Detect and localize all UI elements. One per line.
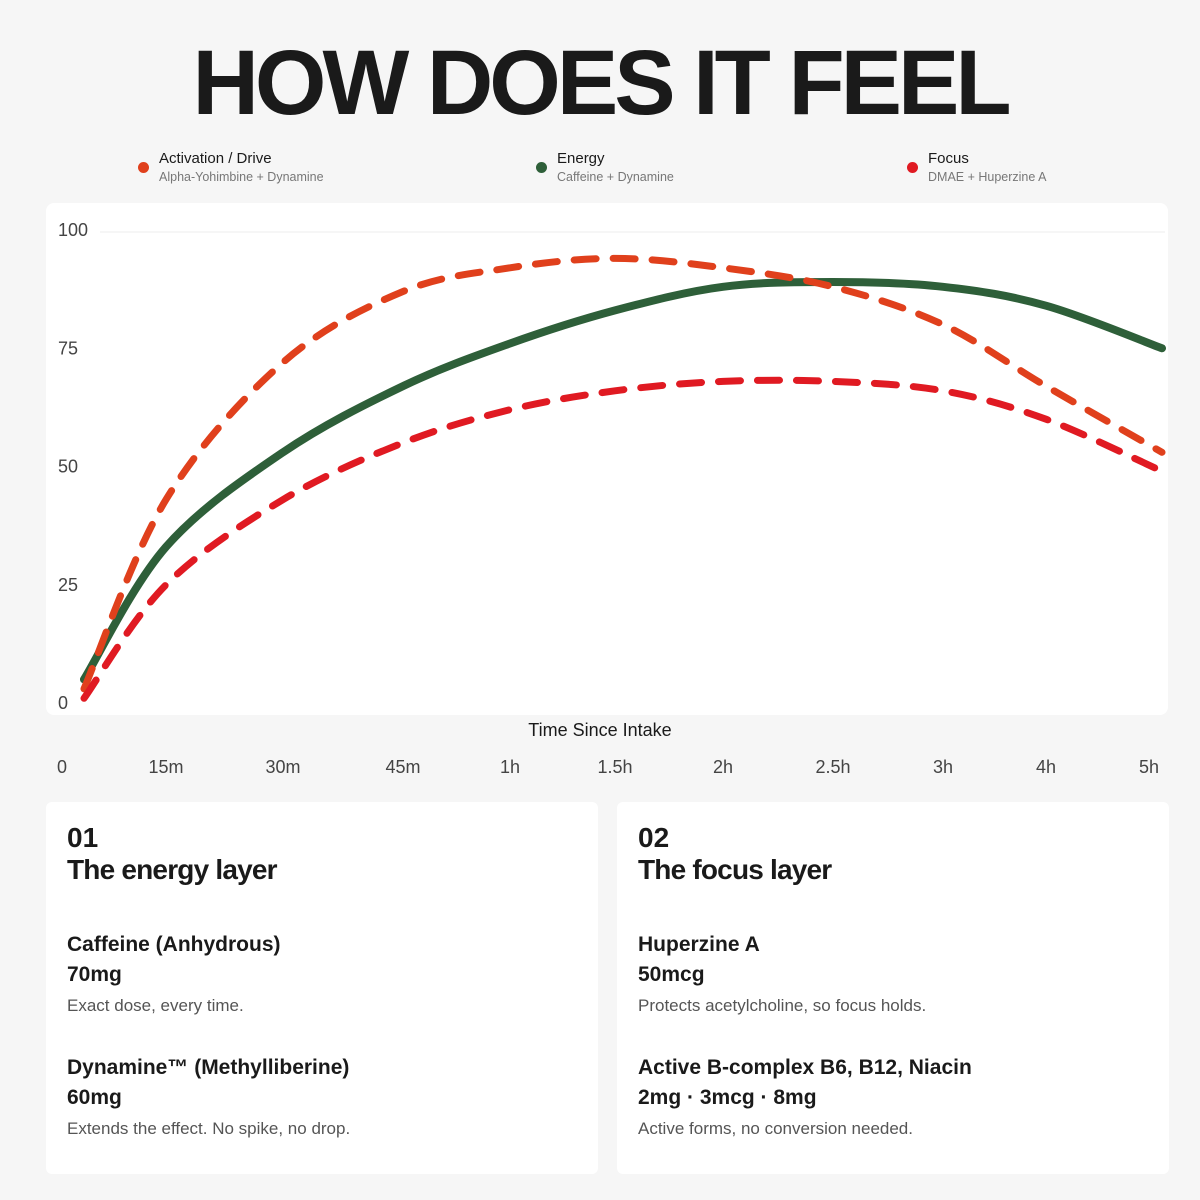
x-tick-label: 2h [713, 757, 733, 777]
x-tick-label: 1h [500, 757, 520, 777]
x-tick-label: 2.5h [815, 757, 850, 777]
legend-swatch-activation [138, 162, 149, 173]
ingredient: Caffeine (Anhydrous) 70mg Exact dose, ev… [67, 930, 281, 1016]
series-line-activation-drive [80, 254, 1166, 693]
x-tick-label: 4h [1036, 757, 1056, 777]
x-tick-label: 30m [265, 757, 300, 777]
x-tick-label: 45m [385, 757, 420, 777]
y-tick-label: 50 [58, 457, 78, 477]
ingredient-dose: 60mg [67, 1086, 122, 1109]
ingredient-description: Protects acetylcholine, so focus holds. [638, 996, 927, 1015]
line-chart: 100 75 50 25 0 0 15m 30m 45m 1h 1.5h 2h 2.5h 3h 4h 5h [57, 220, 1166, 777]
ingredient-name: Active B-complex B6, B12, Niacin [638, 1056, 972, 1079]
ingredient-dose: 50mcg [638, 963, 705, 986]
series-line-focus [80, 376, 1166, 702]
ingredient: Dynamine™ (Methylliberine) 60mg Extends … [67, 1053, 350, 1139]
ingredient: Active B-complex B6, B12, Niacin 2mg · 3… [638, 1053, 972, 1139]
x-axis-title: Time Since Intake [528, 720, 672, 740]
ingredient: Huperzine A 50mcg Protects acetylcholine… [638, 930, 926, 1016]
series-line-energy [80, 277, 1166, 684]
ingredient-dose: 70mg [67, 963, 122, 986]
card-heading: The focus layer [638, 854, 832, 885]
legend-label: Focus [928, 150, 969, 167]
x-tick-label: 1.5h [597, 757, 632, 777]
ingredient-name: Caffeine (Anhydrous) [67, 933, 281, 956]
legend-sublabel: Alpha-Yohimbine + Dynamine [159, 170, 324, 184]
legend-sublabel: DMAE + Huperzine A [928, 170, 1047, 184]
ingredient-name: Huperzine A [638, 933, 760, 956]
x-tick-label: 0 [57, 757, 67, 777]
chart-legend: Activation / Drive Alpha-Yohimbine + Dyn… [0, 150, 1200, 190]
ingredient-dose: 2mg · 3mcg · 8mg [638, 1086, 817, 1109]
legend-sublabel: Caffeine + Dynamine [557, 170, 674, 184]
focus-layer-card: 02 The focus layer Huperzine A 50mcg Pro… [617, 802, 1169, 1174]
y-tick-label: 25 [58, 575, 78, 595]
page-title: HOW DOES IT FEEL [192, 32, 1011, 134]
legend-label: Energy [557, 150, 605, 167]
legend-label: Activation / Drive [159, 150, 272, 167]
ingredient-name: Dynamine™ (Methylliberine) [67, 1056, 350, 1079]
x-tick-label: 3h [933, 757, 953, 777]
x-tick-label: 15m [148, 757, 183, 777]
y-tick-label: 100 [58, 220, 88, 240]
card-number: 01 [67, 822, 99, 853]
ingredient-description: Exact dose, every time. [67, 996, 244, 1015]
card-heading: The energy layer [67, 854, 278, 885]
ingredient-description: Active forms, no conversion needed. [638, 1119, 913, 1138]
y-tick-label: 75 [58, 338, 78, 358]
x-tick-label: 5h [1139, 757, 1159, 777]
energy-layer-card: 01 The energy layer Caffeine (Anhydrous)… [46, 802, 598, 1174]
y-tick-label: 0 [58, 693, 68, 713]
ingredient-description: Extends the effect. No spike, no drop. [67, 1119, 351, 1138]
legend-swatch-energy [536, 162, 547, 173]
card-number: 02 [638, 822, 670, 853]
legend-swatch-focus [907, 162, 918, 173]
